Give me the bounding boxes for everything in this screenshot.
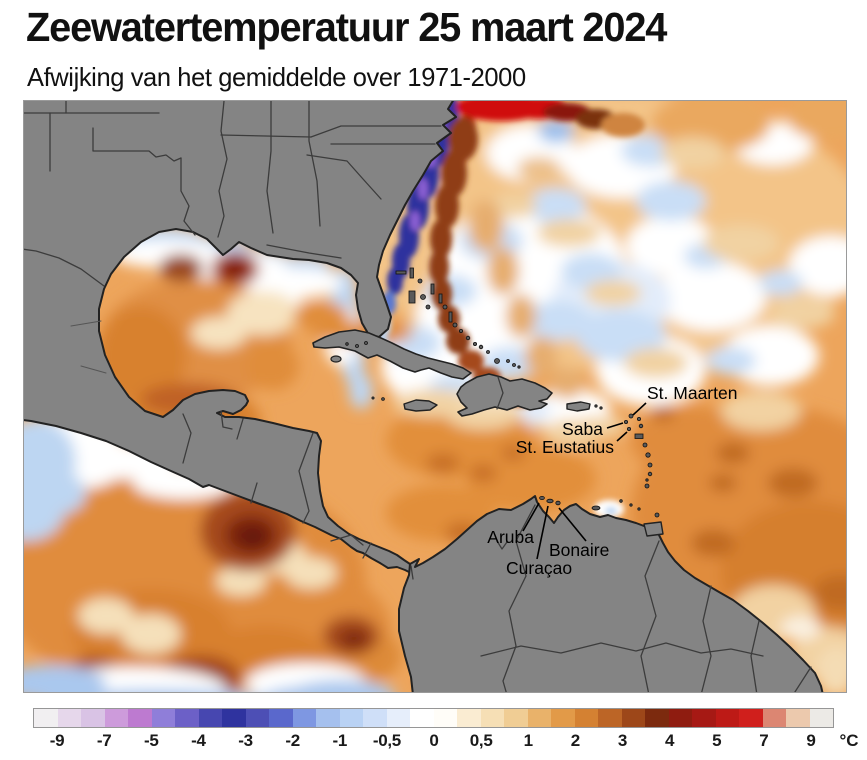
island-leader-lines [522,402,647,560]
colorbar-patch [81,709,105,727]
colorbar-patch [809,709,833,727]
eleuthera [430,283,435,295]
colorbar-tick: -0,5 [372,731,401,750]
st-maarten-island [628,413,634,419]
bonaire-leader-line [558,507,587,542]
andros [408,290,416,304]
margarita-island [591,505,601,511]
colorbar-patch [175,709,199,727]
label-aruba: Aruba [487,527,534,547]
colorbar-patch [692,709,716,727]
colorbar-patch [762,709,786,727]
north-central-america-landmass [24,101,457,574]
bonaire-island [555,500,561,506]
colorbar-patch [128,709,152,727]
colorbar-patch [34,709,58,727]
label-st-eustatius: St. Eustatius [516,437,614,457]
colorbar-tick: 0,5 [469,731,493,750]
colorbar-patch [245,709,269,727]
curacao-leader-line [536,505,549,560]
colorbar-patch [480,709,504,727]
jamaica-island [403,399,438,412]
colorbar-patch [551,709,575,727]
page-subtitle: Afwijking van het gemiddelde over 1971-2… [27,62,526,92]
colorbar-patch [198,709,222,727]
colorbar-patch [715,709,739,727]
label-curacao: Curaçao [506,558,572,578]
abaco [409,267,414,279]
aruba-leader-line [522,502,540,532]
isla-juventud [330,355,342,363]
colorbar-tick: -2 [285,731,300,750]
cuba-island [312,329,472,380]
colorbar-tick: -3 [238,731,253,750]
st-eustatius-leader-line [616,431,628,442]
lake-maracaibo [496,540,508,550]
colorbar-patch [527,709,551,727]
st-maarten-leader-line [632,402,647,416]
colorbar-patch [574,709,598,727]
small-islands [345,267,660,518]
colorbar-tick: -5 [144,731,159,750]
colorbar-patch [151,709,175,727]
colorbar-patch [222,709,246,727]
colorbar-patch [668,709,692,727]
saba-island [624,419,629,424]
hispaniola-island [456,373,553,417]
aruba-island [539,495,545,500]
colorbar-patch [104,709,128,727]
colorbar-tick: -1 [332,731,348,750]
trinidad-island [643,521,664,537]
saba-leader-line [606,422,624,429]
colorbar-patch [363,709,387,727]
colorbar-tick: 4 [665,731,675,750]
colorbar-tick: 2 [570,731,580,750]
colorbar-patch [457,709,481,727]
colorbar-patch [386,709,410,727]
colorbar-tick: -7 [96,731,112,750]
colorbar-patch [316,709,340,727]
page-title: Zeewatertemperatuur 25 maart 2024 [26,4,667,50]
colorbar-patch [410,709,434,727]
colorbar-tick: 1 [523,731,533,750]
colorbar-tick: 5 [712,731,722,750]
colorbar-tick: 3 [617,731,628,750]
curacao-island [546,498,554,504]
colorbar-patch [645,709,669,727]
colorbar-ticks: °C -9 -7 -5 -4 -3 -2 -1 -0,5 0 0,5 1 2 3 4 5 7 9 [0,731,867,755]
haiti-dr-border [496,376,504,410]
colorbar-patch [292,709,316,727]
colorbar-tick: -4 [191,731,206,750]
st-eustatius-island [627,426,632,431]
colorbar-patch [504,709,528,727]
cayman-islands [381,397,385,401]
colorbar-patch [786,709,810,727]
long-island [448,311,453,323]
colorbar-patch [739,709,763,727]
colorbar-tick: -9 [49,731,65,750]
colorbar-patch [57,709,81,727]
colorbar-tick: 0 [429,731,439,750]
cat-island [438,293,443,304]
anomaly-map: St. Maarten Saba St. Eustatius Aruba Bon… [23,100,847,693]
colorbar-patch [621,709,645,727]
colorbar-tick: 9 [806,731,816,750]
label-st-maarten: St. Maarten [647,383,737,403]
label-bonaire: Bonaire [549,540,609,560]
political-borders [24,101,812,692]
colorbar-patch [598,709,622,727]
colorbar-unit: °C [839,731,859,750]
label-saba: Saba [562,419,603,439]
puerto-rico-island [566,401,591,412]
colorbar-patch [339,709,363,727]
grand-bahama [395,270,407,275]
island-labels: St. Maarten Saba St. Eustatius Aruba Bon… [487,383,737,578]
anomaly-field [24,101,846,692]
colorbar [33,708,834,728]
colorbar-patch [269,709,293,727]
colorbar-patch [433,709,457,727]
colorbar-tick: 7 [759,731,769,750]
